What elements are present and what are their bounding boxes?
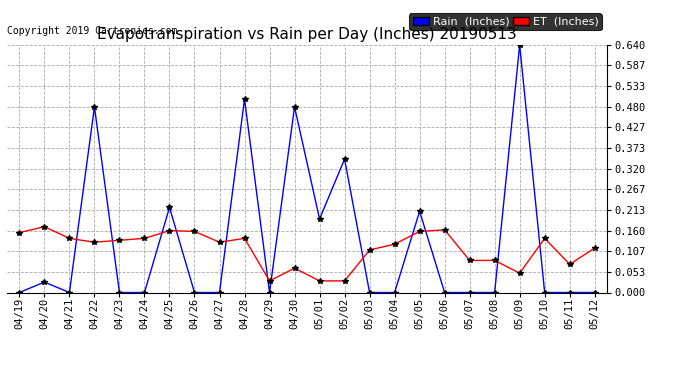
Legend: Rain  (Inches), ET  (Inches): Rain (Inches), ET (Inches): [409, 13, 602, 30]
Title: Evapotranspiration vs Rain per Day (Inches) 20190513: Evapotranspiration vs Rain per Day (Inch…: [97, 27, 517, 42]
Text: Copyright 2019 Cartronics.com: Copyright 2019 Cartronics.com: [7, 26, 177, 36]
